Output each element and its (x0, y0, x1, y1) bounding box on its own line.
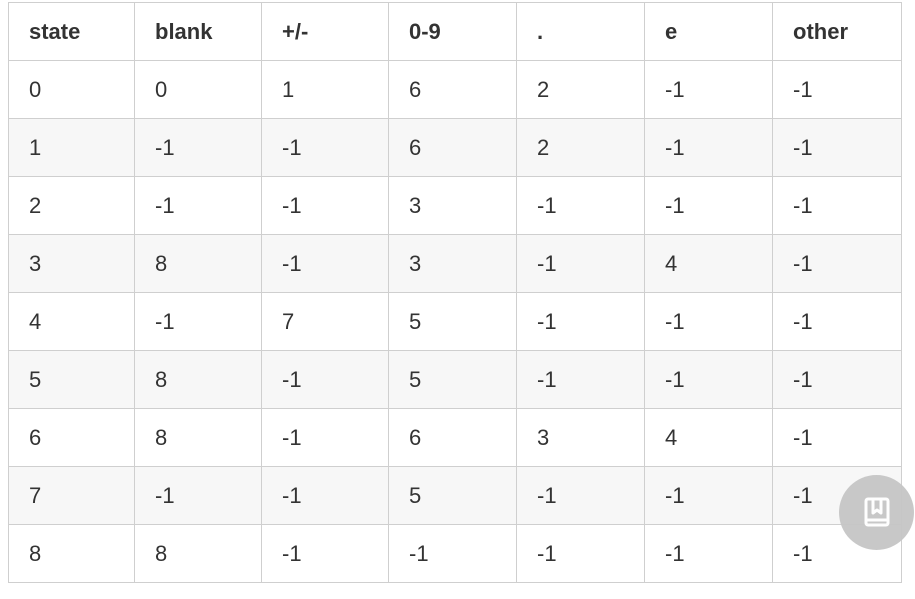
table-cell: 5 (388, 350, 517, 409)
table-row: 6 8 -1 6 3 4 -1 (8, 408, 902, 467)
column-header: . (516, 2, 645, 61)
table-cell: -1 (772, 60, 902, 119)
table-cell: 3 (8, 234, 135, 293)
table-cell: -1 (772, 118, 902, 177)
column-header: other (772, 2, 902, 61)
table-cell: -1 (516, 466, 645, 525)
table-row: 3 8 -1 3 -1 4 -1 (8, 234, 902, 293)
table-cell: 8 (134, 350, 262, 409)
table-cell: -1 (388, 524, 517, 583)
column-header: state (8, 2, 135, 61)
table-cell: 8 (134, 408, 262, 467)
table-cell: 3 (388, 176, 517, 235)
table-cell: -1 (261, 524, 389, 583)
table-cell: 6 (8, 408, 135, 467)
table-cell: 7 (8, 466, 135, 525)
table-cell: 0 (8, 60, 135, 119)
table-row: 7 -1 -1 5 -1 -1 -1 (8, 466, 902, 525)
table-cell: -1 (261, 408, 389, 467)
column-header: +/- (261, 2, 389, 61)
table-cell: -1 (644, 292, 773, 351)
table-cell: -1 (644, 350, 773, 409)
table-cell: -1 (261, 118, 389, 177)
table-row: 5 8 -1 5 -1 -1 -1 (8, 350, 902, 409)
bookmark-book-icon (863, 497, 891, 529)
table-cell: 6 (388, 60, 517, 119)
table-cell: -1 (134, 176, 262, 235)
table-row: 2 -1 -1 3 -1 -1 -1 (8, 176, 902, 235)
table-cell: -1 (644, 466, 773, 525)
table-cell: 2 (8, 176, 135, 235)
table-cell: -1 (772, 176, 902, 235)
table-cell: -1 (516, 292, 645, 351)
table-cell: -1 (772, 292, 902, 351)
table-cell: 8 (8, 524, 135, 583)
column-header: blank (134, 2, 262, 61)
table-header-row: state blank +/- 0-9 . e other (8, 2, 902, 61)
table-cell: -1 (772, 408, 902, 467)
table-cell: -1 (644, 60, 773, 119)
table-row: 1 -1 -1 6 2 -1 -1 (8, 118, 902, 177)
table-row: 0 0 1 6 2 -1 -1 (8, 60, 902, 119)
table-cell: 4 (8, 292, 135, 351)
table-cell: -1 (134, 292, 262, 351)
table-cell: -1 (644, 118, 773, 177)
table-cell: 4 (644, 234, 773, 293)
column-header: 0-9 (388, 2, 517, 61)
table-row: 4 -1 7 5 -1 -1 -1 (8, 292, 902, 351)
table-cell: 6 (388, 118, 517, 177)
table-cell: 7 (261, 292, 389, 351)
table-cell: 8 (134, 524, 262, 583)
table-cell: 2 (516, 60, 645, 119)
table-cell: -1 (516, 524, 645, 583)
table-cell: 6 (388, 408, 517, 467)
table-cell: -1 (261, 176, 389, 235)
state-transition-table: state blank +/- 0-9 . e other 0 0 1 6 2 … (8, 2, 902, 583)
table-cell: -1 (772, 234, 902, 293)
table-cell: -1 (516, 234, 645, 293)
table-cell: 3 (516, 408, 645, 467)
table-cell: 3 (388, 234, 517, 293)
table-cell: -1 (644, 176, 773, 235)
table-cell: 5 (388, 292, 517, 351)
table-cell: 1 (261, 60, 389, 119)
table-cell: -1 (516, 176, 645, 235)
table-cell: -1 (644, 524, 773, 583)
table-cell: 1 (8, 118, 135, 177)
table-cell: 8 (134, 234, 262, 293)
table-cell: -1 (261, 234, 389, 293)
table-cell: 5 (8, 350, 135, 409)
table-cell: 5 (388, 466, 517, 525)
table-row: 8 8 -1 -1 -1 -1 -1 (8, 524, 902, 583)
table-cell: -1 (516, 350, 645, 409)
table-cell: -1 (772, 350, 902, 409)
column-header: e (644, 2, 773, 61)
table-cell: -1 (261, 350, 389, 409)
table-cell: 2 (516, 118, 645, 177)
table-cell: 4 (644, 408, 773, 467)
table-cell: -1 (134, 466, 262, 525)
table-cell: 0 (134, 60, 262, 119)
table-cell: -1 (261, 466, 389, 525)
table-cell: -1 (134, 118, 262, 177)
floating-bookmark-button[interactable] (839, 475, 914, 550)
